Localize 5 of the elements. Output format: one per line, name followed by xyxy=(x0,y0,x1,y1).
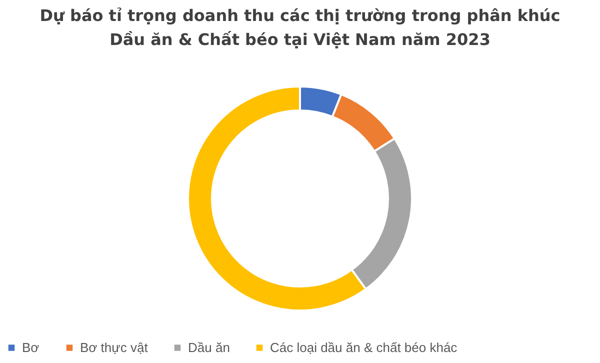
legend-label: Bơ thực vật xyxy=(80,340,148,355)
chart-title: Dự báo tỉ trọng doanh thu các thị trường trong phân khúc Dầu ăn & Chất béo tại Việt Nam năm 2023 xyxy=(40,6,560,49)
legend-label: Bơ xyxy=(22,340,40,355)
legend-label: Dầu ăn xyxy=(188,340,230,355)
legend-label: Các loại dầu ăn & chất béo khác xyxy=(270,340,458,355)
